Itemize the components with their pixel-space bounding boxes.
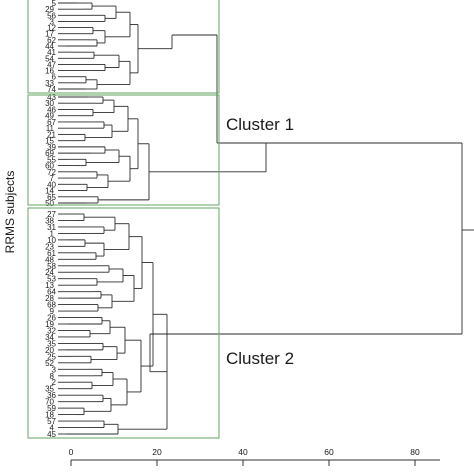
leaf-label: 43 bbox=[47, 93, 56, 102]
dendrogram-links bbox=[58, 2, 474, 435]
leaf-label: 45 bbox=[47, 430, 56, 439]
leaf-label: 13 bbox=[45, 281, 54, 290]
leaf-label: 65 bbox=[47, 193, 56, 202]
leaf-label: 70 bbox=[45, 398, 54, 407]
leaf-label: 35 bbox=[45, 385, 54, 394]
leaf-label: 74 bbox=[47, 85, 56, 94]
leaf-label: 16 bbox=[45, 67, 54, 76]
leaf-label: 47 bbox=[47, 60, 56, 69]
leaf-label: 3 bbox=[50, 17, 55, 26]
leaf-label: 28 bbox=[45, 294, 54, 303]
leaf-label: 25 bbox=[47, 352, 56, 361]
leaf-label: 39 bbox=[47, 143, 56, 152]
leaf-label: 55 bbox=[47, 155, 56, 164]
leaf-label: 10 bbox=[47, 236, 56, 245]
leaf-label: 6 bbox=[52, 73, 57, 82]
leaf-label: 1 bbox=[50, 229, 55, 238]
leaf-label: 5 bbox=[52, 0, 57, 8]
leaf-label: 61 bbox=[47, 249, 56, 258]
leaf-label: 52 bbox=[45, 359, 54, 368]
leaf-label: 54 bbox=[45, 54, 54, 63]
leaf-label: 14 bbox=[45, 187, 54, 196]
leaf-label: 53 bbox=[47, 275, 56, 284]
leaf-label: 12 bbox=[47, 24, 56, 33]
leaf-label: 40 bbox=[47, 180, 56, 189]
leaf-label: 72 bbox=[47, 168, 56, 177]
leaf-label: 49 bbox=[45, 112, 54, 121]
leaf-label: 57 bbox=[47, 417, 56, 426]
leaf-label: 36 bbox=[47, 391, 56, 400]
leaf-label: 33 bbox=[45, 79, 54, 88]
leaf-label: 3 bbox=[52, 365, 57, 374]
leaf-labels: 5295631217624441544716633744330464967112… bbox=[45, 0, 56, 439]
leaf-label: 26 bbox=[47, 314, 56, 323]
leaf-label: 17 bbox=[45, 30, 54, 39]
leaf-label: 19 bbox=[45, 320, 54, 329]
leaf-label: 32 bbox=[47, 326, 56, 335]
leaf-label: 9 bbox=[50, 307, 55, 316]
cluster-1-label: Cluster 1 bbox=[226, 115, 294, 134]
leaf-label: 8 bbox=[50, 372, 55, 381]
leaf-label: 11 bbox=[46, 124, 55, 133]
x-tick-label: 20 bbox=[152, 447, 162, 457]
leaf-label: 20 bbox=[45, 346, 54, 355]
leaf-label: 50 bbox=[45, 199, 54, 208]
leaf-label: 15 bbox=[45, 137, 54, 146]
leaf-label: 7 bbox=[50, 174, 55, 183]
leaf-label: 62 bbox=[47, 36, 56, 45]
cluster-box-2 bbox=[27, 207, 220, 439]
leaf-label: 69 bbox=[45, 149, 54, 158]
x-tick-label: 0 bbox=[69, 447, 74, 457]
x-axis: 0 20 40 60 80 bbox=[69, 447, 440, 466]
leaf-label: 30 bbox=[45, 99, 54, 108]
leaf-label: 31 bbox=[47, 223, 56, 232]
leaf-label: 44 bbox=[45, 42, 54, 51]
cluster-2-label: Cluster 2 bbox=[226, 349, 294, 368]
leaf-label: 23 bbox=[45, 242, 54, 251]
leaf-label: 2 bbox=[52, 378, 57, 387]
leaf-label: 48 bbox=[45, 255, 54, 264]
leaf-label: 64 bbox=[47, 288, 56, 297]
leaf-label: 4 bbox=[50, 424, 55, 433]
leaf-label: 56 bbox=[47, 11, 56, 20]
y-axis-label: RRMS subjects bbox=[3, 171, 17, 254]
leaf-label: 29 bbox=[45, 5, 54, 14]
leaf-label: 58 bbox=[47, 262, 56, 271]
leaf-label: 41 bbox=[47, 48, 56, 57]
leaf-label: 27 bbox=[47, 210, 56, 219]
leaf-label: 68 bbox=[47, 301, 56, 310]
leaf-label: 59 bbox=[47, 404, 56, 413]
x-tick-label: 80 bbox=[410, 447, 420, 457]
cluster-box-top bbox=[27, 0, 220, 94]
leaf-label: 46 bbox=[47, 105, 56, 114]
leaf-label: 60 bbox=[45, 162, 54, 171]
x-tick-label: 40 bbox=[238, 447, 248, 457]
leaf-label: 24 bbox=[45, 268, 54, 277]
leaf-label: 34 bbox=[45, 333, 54, 342]
leaf-label: 35 bbox=[47, 339, 56, 348]
leaf-label: 38 bbox=[45, 216, 54, 225]
leaf-label: 67 bbox=[47, 118, 56, 127]
leaf-label: 18 bbox=[45, 411, 54, 420]
leaf-label: 21 bbox=[47, 130, 56, 139]
x-tick-label: 60 bbox=[324, 447, 334, 457]
cluster-box-1 bbox=[27, 94, 220, 206]
